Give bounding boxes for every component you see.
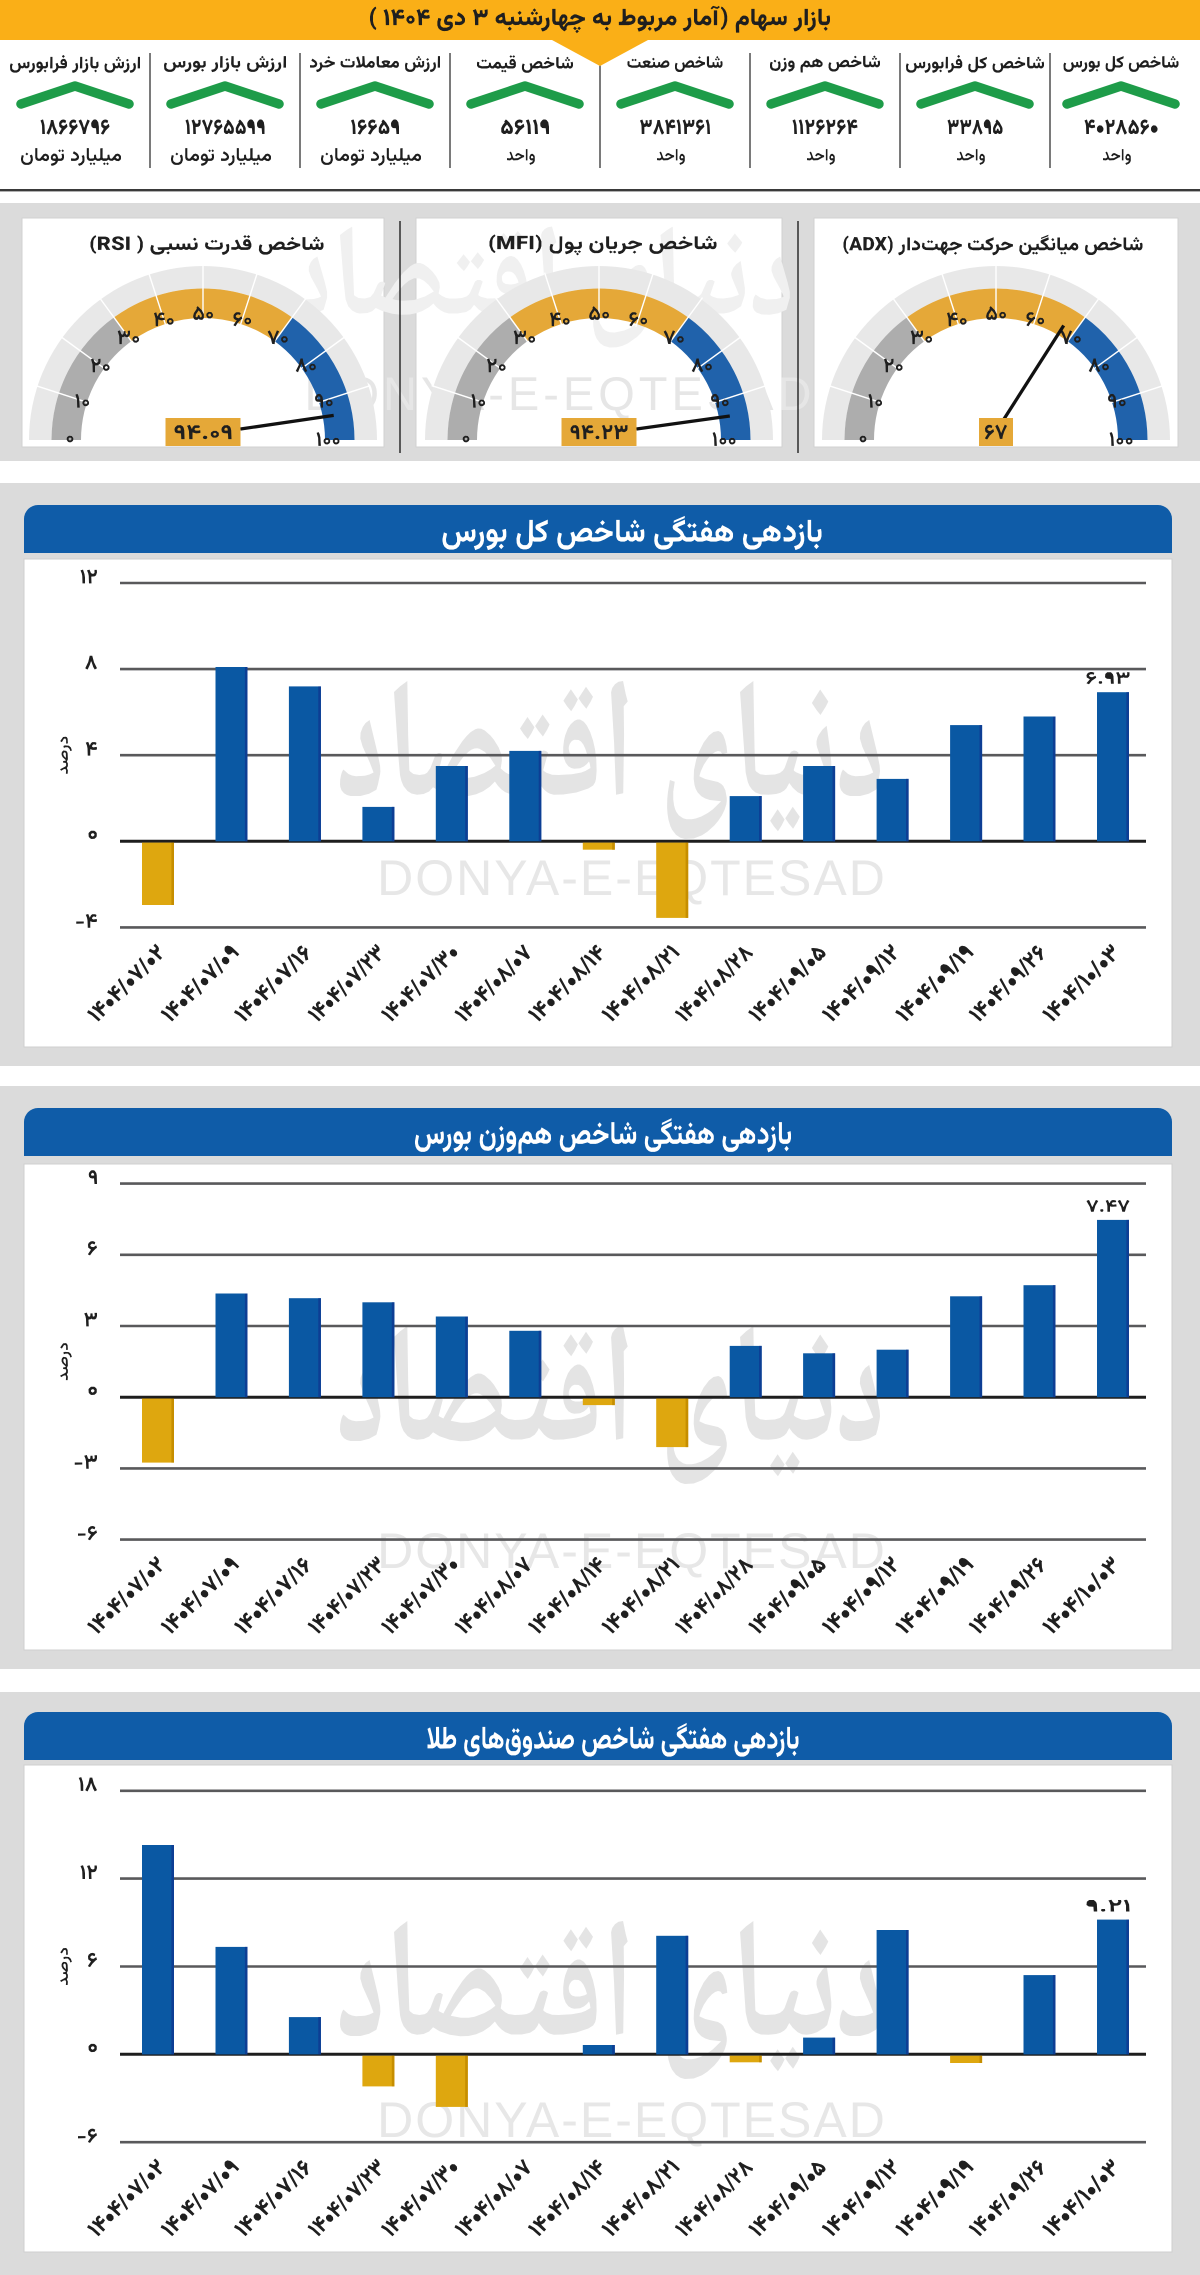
svg-text:DONYA-E-EQTESAD: DONYA-E-EQTESAD xyxy=(377,850,887,906)
svg-text:DONYA-E-EQTESAD: DONYA-E-EQTESAD xyxy=(377,1523,887,1579)
